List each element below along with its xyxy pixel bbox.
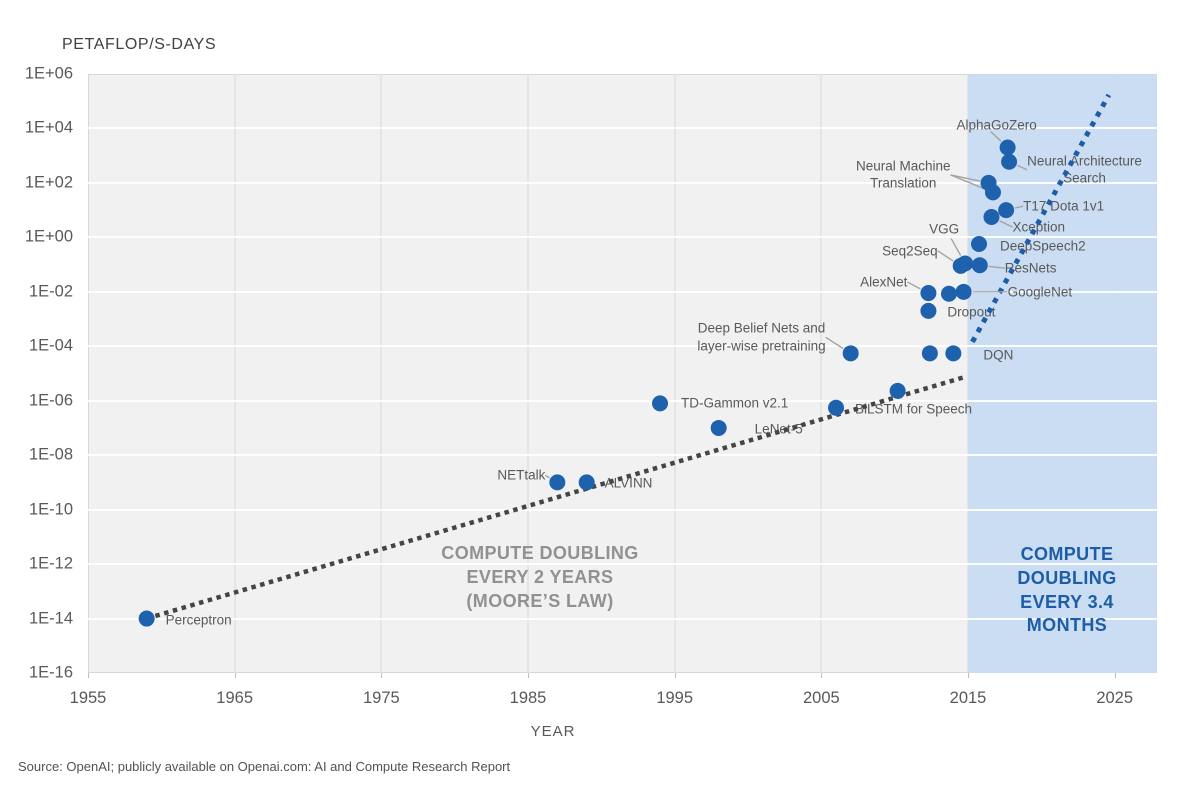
point-label-t17-dota-1v1: T17 Dota 1v1 [1023,198,1105,214]
y-tick-1E-08: 1E-08 [28,445,73,464]
y-tick-1E-06: 1E-06 [28,391,73,410]
y-axis-title: PETAFLOP/S-DAYS [62,36,217,53]
x-tickmark-1985 [528,673,529,678]
vgrid-1995 [673,74,676,673]
x-tickmark-1975 [381,673,383,678]
y-tick-1E-16: 1E-16 [28,663,73,682]
y-tick-1E-10: 1E-10 [28,500,73,519]
x-tick-1995: 1995 [656,689,694,707]
x-tickmark-1955 [88,673,89,678]
hgrid-1e0 [88,236,1157,239]
point-label-vgg: VGG [929,221,960,237]
point-label-deepspeech2: DeepSpeech2 [1000,238,1086,254]
x-tick-1955: 1955 [69,689,107,707]
x-tickmark-1995 [674,673,676,678]
y-tick-1E+04: 1E+04 [24,118,73,137]
hgrid-1e-8 [88,454,1157,457]
point-label-neural-architecture-search: Neural Architecture Search [1027,153,1142,186]
point-label-alphagozero: AlphaGoZero [956,117,1037,133]
x-tick-1965: 1965 [216,689,254,707]
hgrid-1e4 [88,127,1157,130]
x-tickmark-1965 [234,673,236,678]
vgrid-1965 [233,74,236,673]
hgrid-1e-6 [88,399,1157,402]
y-tick-1E+00: 1E+00 [24,227,73,246]
y-tick-1E-02: 1E-02 [28,282,73,301]
hgrid-1e-2 [88,290,1157,293]
x-tickmark-2005 [821,673,823,678]
point-label-googlenet: GoogleNet [1007,284,1073,300]
y-tick-1E-14: 1E-14 [28,609,73,628]
y-tick-1E-04: 1E-04 [28,336,73,355]
point-label-resnets: ResNets [1004,260,1057,276]
point-label-alexnet: AlexNet [860,274,908,290]
point-label-dqn: DQN [983,347,1014,363]
vgrid-2005 [820,74,823,673]
point-label-bilstm-speech: BiLSTM for Speech [855,401,973,417]
y-tick-1E+02: 1E+02 [24,173,73,192]
point-label-lenet-5: LeNet-5 [754,421,803,437]
point-label-seq2seq: Seq2Seq [882,243,938,259]
x-tickmark-2025 [1114,673,1116,678]
x-axis-label: YEAR [530,723,576,740]
y-tick-1E+06: 1E+06 [24,64,73,83]
hgrid-1e-14 [88,617,1157,620]
y-tick-1E-12: 1E-12 [28,554,73,573]
x-tick-2005: 2005 [802,689,840,707]
x-tick-2025: 2025 [1096,689,1134,707]
vgrid-1985 [527,74,529,673]
point-label-xception: Xception [1012,219,1066,235]
x-tick-2015: 2015 [949,689,987,707]
x-tick-1975: 1975 [362,689,400,707]
moore-law-annotation: COMPUTE DOUBLING EVERY 2 YEARS (MOORE’S … [441,543,639,611]
point-label-perceptron: Perceptron [165,611,232,627]
point-label-nmt: Neural Machine Translation [856,158,951,191]
point-label-alvinn: ALVINN [604,475,653,491]
x-tick-1985: 1985 [509,689,547,707]
hgrid-1e-4 [88,345,1157,348]
hgrid-1e2 [88,181,1157,184]
source-note: Source: OpenAI; publicly available on Op… [18,759,511,774]
x-tickmark-2015 [968,673,970,678]
point-label-deep-belief-nets: Deep Belief Nets and layer-wise pretrain… [697,321,826,354]
hgrid-1e-10 [88,508,1157,511]
fast-doubling-annotation: COMPUTE DOUBLING EVERY 3.4 MONTHS [1017,544,1117,636]
point-label-nettalk: NETtalk [497,467,546,483]
point-label-td-gammon: TD-Gammon v2.1 [681,395,789,411]
point-label-dropout: Dropout [947,304,996,320]
vgrid-1975 [380,74,383,673]
